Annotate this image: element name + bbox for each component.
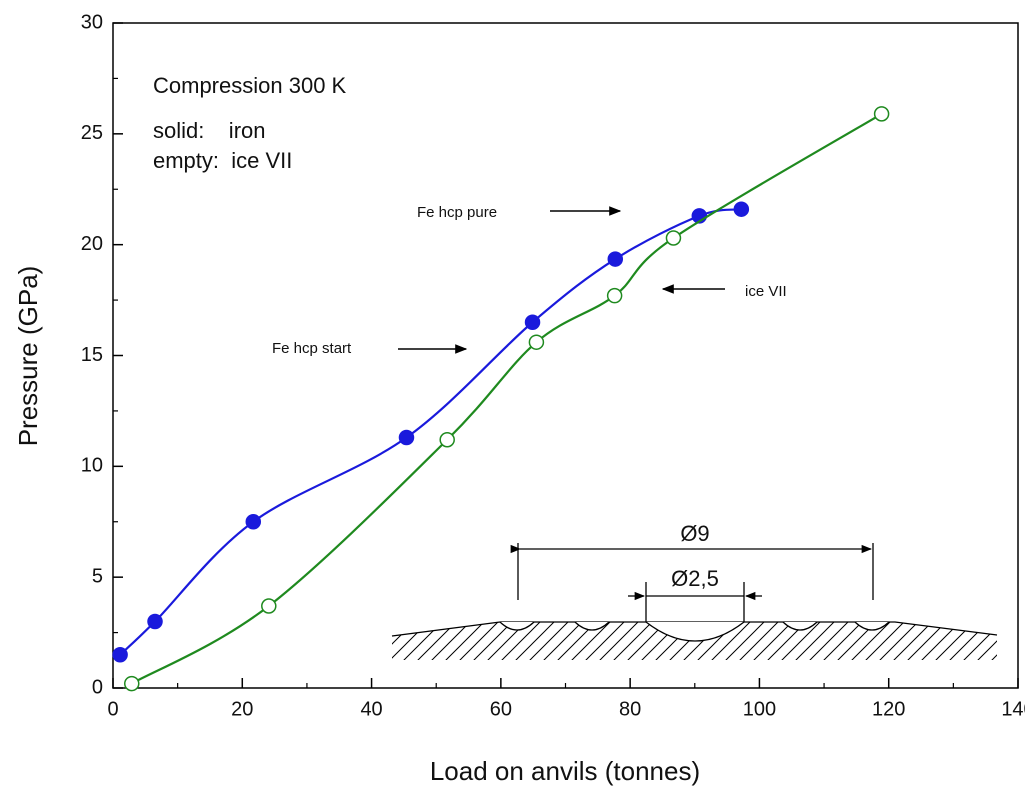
- annotation: Fe hcp start: [272, 340, 352, 357]
- y-tick-label: 5: [92, 565, 103, 587]
- annotation: Ø2,5: [671, 566, 719, 591]
- annotation: Ø9: [680, 521, 709, 546]
- x-tick-label: 40: [360, 698, 382, 720]
- x-tick-label: 140: [1001, 698, 1025, 720]
- data-point: [112, 647, 128, 663]
- x-tick-label: 20: [231, 698, 253, 720]
- annotation: Compression 300 K: [153, 73, 347, 98]
- series-line: [119, 208, 742, 656]
- series-line: [131, 112, 883, 685]
- data-point: [665, 230, 682, 246]
- y-tick-label: 15: [81, 344, 103, 366]
- y-tick-label: 10: [81, 455, 103, 477]
- x-tick-label: 100: [743, 698, 776, 720]
- data-point: [123, 675, 140, 692]
- annotation: ice VII: [745, 283, 787, 300]
- data-point: [147, 613, 163, 630]
- y-axis-label: Pressure (GPa): [13, 266, 43, 447]
- y-tick-label: 30: [81, 11, 103, 33]
- data-point: [873, 106, 890, 122]
- y-tick-label: 0: [92, 676, 103, 698]
- data-point: [606, 287, 623, 304]
- annotation: Fe hcp pure: [417, 204, 497, 221]
- y-tick-label: 25: [81, 122, 103, 144]
- data-point: [524, 314, 541, 330]
- data-point: [398, 429, 415, 446]
- x-axis-label: Load on anvils (tonnes): [430, 756, 700, 786]
- annotation: empty: ice VII: [153, 148, 292, 173]
- data-point: [607, 251, 624, 267]
- x-tick-label: 80: [619, 698, 641, 720]
- annotation: solid: iron: [153, 118, 266, 143]
- x-tick-label: 60: [490, 698, 512, 720]
- data-point: [528, 334, 545, 350]
- anvil-diagram: [391, 543, 998, 660]
- data-point: [245, 514, 262, 530]
- data-point: [439, 431, 455, 448]
- x-tick-label: 0: [107, 698, 118, 720]
- data-point: [261, 598, 277, 614]
- data-point: [733, 201, 750, 217]
- y-tick-label: 20: [81, 233, 103, 255]
- x-tick-label: 120: [872, 698, 905, 720]
